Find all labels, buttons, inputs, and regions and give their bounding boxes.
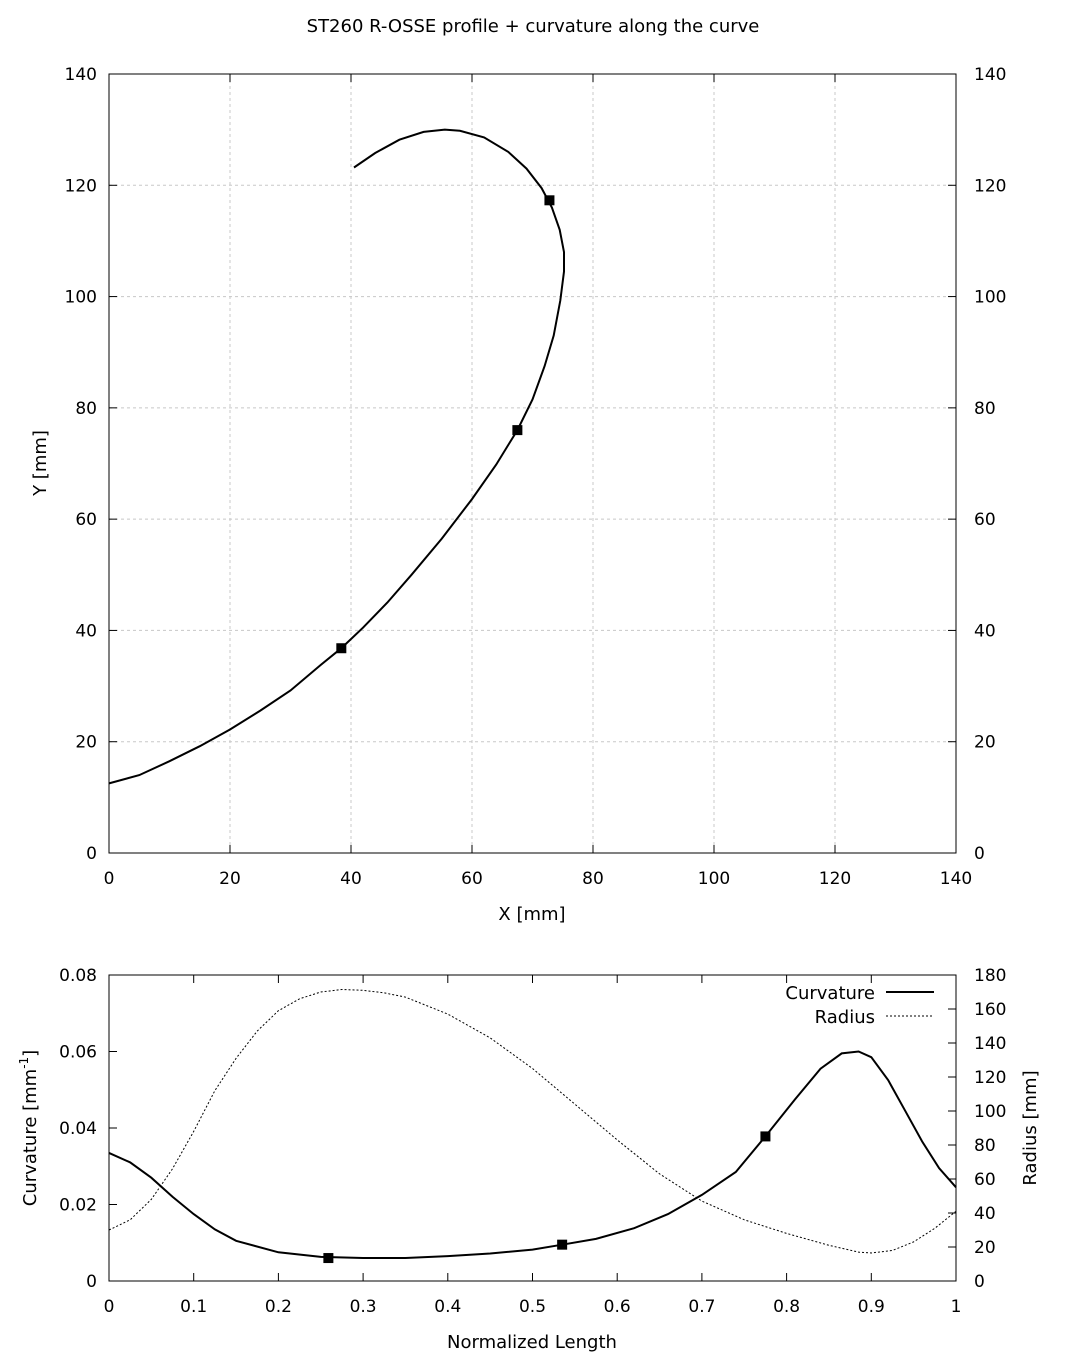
curvature-markers [323,1131,771,1264]
profile-x-tick-label: 140 [940,869,972,889]
profile-x-tick-label: 20 [219,869,241,889]
radius-y-axis-label: Radius [mm] [1020,1070,1041,1185]
curvature-x-tick-label: 0.3 [350,1297,377,1317]
curvature-x-tick-label: 0 [104,1297,115,1317]
radius-y-tick-label: 80 [974,1136,996,1156]
profile-y-tick-label: 40 [75,621,97,641]
profile-y-tick-label: 140 [65,65,97,85]
curvature-x-tick-label: 0.9 [858,1297,885,1317]
profile-y2-tick-label: 40 [974,621,996,641]
radius-y-tick-label: 0 [974,1272,985,1292]
curvature-x-tick-label: 1 [951,1297,962,1317]
profile-y-tick-label: 100 [65,288,97,308]
curvature-x-tick-label: 0.4 [434,1297,461,1317]
profile-marker [336,643,347,654]
profile-curve [108,128,565,785]
profile-x-tick-label: 40 [340,869,362,889]
curvature-y-tick-label: 0.08 [59,966,97,986]
radius-y-tick-label: 40 [974,1204,996,1224]
radius-curve [108,988,957,1254]
profile-grid [109,74,956,853]
curvature-y-tick-label: 0.04 [59,1119,97,1139]
profile-y2-tick-label: 140 [974,65,1006,85]
curvature-x-tick-label: 0.8 [773,1297,800,1317]
profile-plot-frame [108,73,957,854]
curvature-x-axis-label: Normalized Length [447,1332,617,1353]
profile-markers [336,195,555,654]
profile-y-tick-label: 80 [75,399,97,419]
legend: Curvature Radius [785,983,934,1028]
profile-y2-tick-label: 80 [974,399,996,419]
curvature-curve [108,1050,957,1259]
curvature-x-tick-label: 0.6 [604,1297,631,1317]
curvature-y-axis-label: Curvature [mm-1] [17,1050,41,1206]
profile-y2-tick-label: 60 [974,510,996,530]
profile-x-tick-label: 80 [582,869,604,889]
curvature-y-tick-label: 0.06 [59,1043,97,1063]
profile-marker [544,195,555,206]
profile-y2-tick-label: 120 [974,176,1006,196]
curvature-marker [760,1131,771,1142]
radius-y-tick-label: 180 [974,966,1006,986]
curvature-y-axis-label-superscript: -1 [17,1057,31,1069]
profile-x-tick-label: 100 [698,869,730,889]
curvature-x-tick-label: 0.7 [688,1297,715,1317]
radius-y-tick-label: 160 [974,1000,1006,1020]
radius-y-tick-label: 120 [974,1068,1006,1088]
profile-y-tick-label: 120 [65,176,97,196]
radius-y-tick-label: 20 [974,1238,996,1258]
curvature-ticks: 0 0.1 0.2 0.3 0.4 0.5 0.6 0.7 0.8 0.9 100.020.040.… [59,966,1006,1317]
curvature-x-tick-label: 0.2 [265,1297,292,1317]
curvature-plot: 0 0.1 0.2 0.3 0.4 0.5 0.6 0.7 0.8 0.9 100.020.040.… [17,966,1041,1353]
profile-x-tick-label: 0 [104,869,115,889]
legend-label-radius: Radius [815,1007,875,1028]
profile-x-axis-label: X [mm] [498,904,565,925]
radius-y-tick-label: 140 [974,1034,1006,1054]
legend-label-curvature: Curvature [785,983,875,1004]
curvature-y-tick-label: 0.02 [59,1196,97,1216]
curvature-y-axis-label-end: ] [20,1050,41,1057]
profile-marker [512,425,523,436]
radius-y-tick-label: 60 [974,1170,996,1190]
radius-y-tick-label: 100 [974,1102,1006,1122]
profile-y-tick-label: 20 [75,733,97,753]
curvature-y-tick-label: 0 [86,1272,97,1292]
profile-y2-tick-label: 20 [974,733,996,753]
profile-y2-tick-label: 100 [974,288,1006,308]
profile-y-axis-label: Y [mm] [30,430,51,497]
profile-y2-tick-label: 0 [974,844,985,864]
profile-x-tick-label: 60 [461,869,483,889]
curvature-x-tick-label: 0.1 [180,1297,207,1317]
profile-y-tick-label: 0 [86,844,97,864]
profile-x-tick-label: 120 [819,869,851,889]
curvature-marker [557,1239,568,1250]
curvature-y-axis-label-main: Curvature [mm [20,1069,41,1206]
curvature-marker [323,1253,334,1264]
profile-y-tick-label: 60 [75,510,97,530]
chart-title: ST260 R-OSSE profile + curvature along t… [307,16,760,37]
curvature-x-tick-label: 0.5 [519,1297,546,1317]
